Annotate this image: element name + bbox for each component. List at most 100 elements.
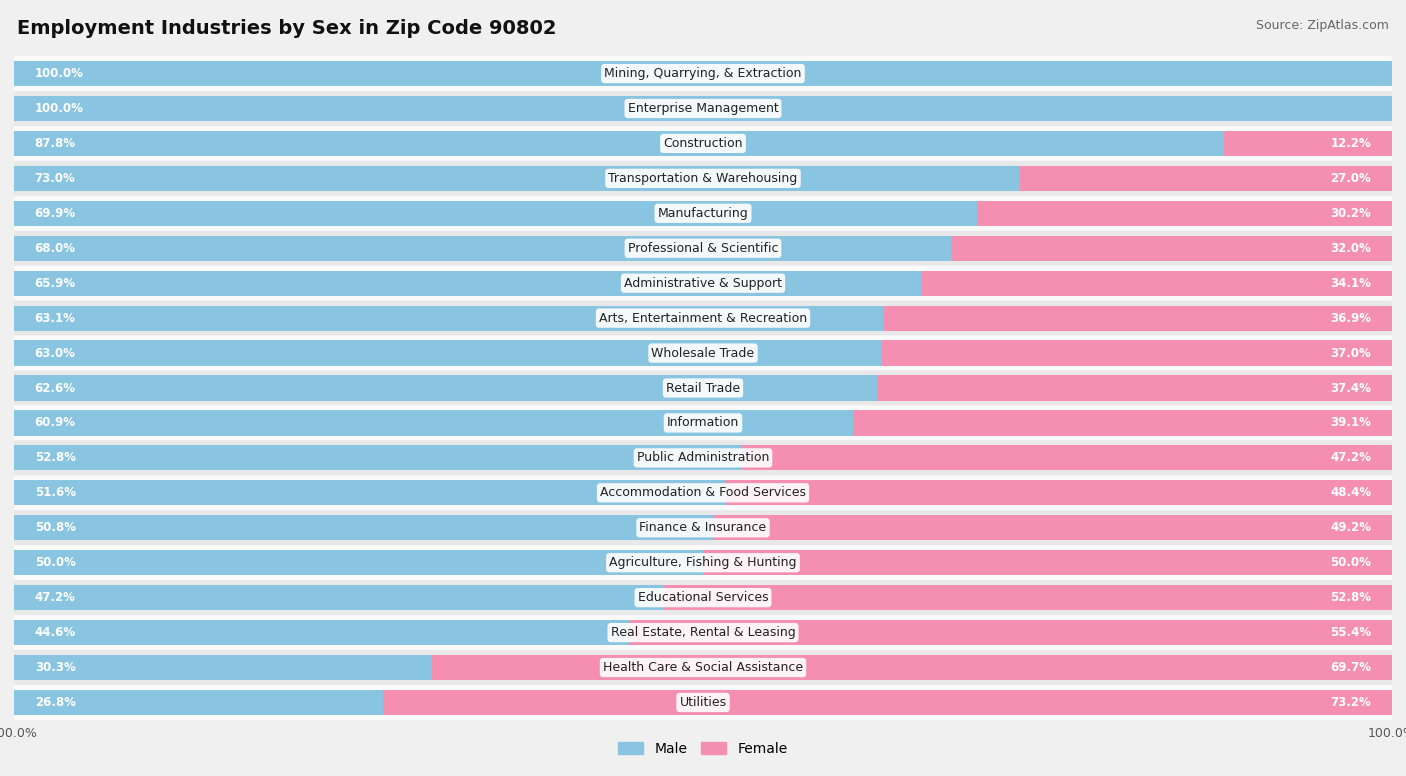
FancyBboxPatch shape bbox=[14, 615, 1392, 650]
FancyBboxPatch shape bbox=[14, 685, 1392, 720]
Bar bbox=[977, 201, 1393, 226]
Text: Administrative & Support: Administrative & Support bbox=[624, 277, 782, 289]
Text: 50.8%: 50.8% bbox=[35, 521, 76, 534]
Text: Public Administration: Public Administration bbox=[637, 452, 769, 464]
Bar bbox=[883, 306, 1392, 331]
Text: 26.8%: 26.8% bbox=[35, 696, 76, 709]
Bar bbox=[432, 655, 1392, 680]
FancyBboxPatch shape bbox=[14, 335, 1392, 370]
FancyBboxPatch shape bbox=[14, 441, 1392, 476]
Bar bbox=[14, 550, 703, 575]
Text: 12.2%: 12.2% bbox=[1330, 137, 1371, 150]
Bar bbox=[384, 690, 1392, 715]
Bar bbox=[14, 236, 950, 261]
Text: Arts, Entertainment & Recreation: Arts, Entertainment & Recreation bbox=[599, 312, 807, 324]
Text: 50.0%: 50.0% bbox=[35, 556, 76, 570]
Text: 32.0%: 32.0% bbox=[1330, 242, 1371, 255]
Bar bbox=[14, 61, 1392, 86]
FancyBboxPatch shape bbox=[14, 300, 1392, 335]
FancyBboxPatch shape bbox=[14, 580, 1392, 615]
Bar bbox=[14, 376, 876, 400]
Text: 47.2%: 47.2% bbox=[35, 591, 76, 605]
Text: Educational Services: Educational Services bbox=[638, 591, 768, 605]
Text: 44.6%: 44.6% bbox=[35, 626, 76, 639]
Bar bbox=[14, 411, 853, 435]
Text: 69.7%: 69.7% bbox=[1330, 661, 1371, 674]
Bar bbox=[14, 271, 922, 296]
Bar bbox=[876, 376, 1392, 400]
FancyBboxPatch shape bbox=[14, 230, 1392, 265]
Text: 69.9%: 69.9% bbox=[35, 206, 76, 220]
Bar bbox=[14, 515, 714, 540]
Text: Construction: Construction bbox=[664, 137, 742, 150]
Bar bbox=[14, 445, 741, 470]
Text: 52.8%: 52.8% bbox=[35, 452, 76, 464]
Text: Enterprise Management: Enterprise Management bbox=[627, 102, 779, 115]
Text: 87.8%: 87.8% bbox=[35, 137, 76, 150]
Bar bbox=[14, 480, 725, 505]
FancyBboxPatch shape bbox=[14, 511, 1392, 546]
Bar bbox=[14, 201, 977, 226]
Text: 55.4%: 55.4% bbox=[1330, 626, 1371, 639]
Text: 49.2%: 49.2% bbox=[1330, 521, 1371, 534]
Text: Mining, Quarrying, & Extraction: Mining, Quarrying, & Extraction bbox=[605, 67, 801, 80]
Text: 48.4%: 48.4% bbox=[1330, 487, 1371, 499]
Text: 63.0%: 63.0% bbox=[35, 347, 76, 359]
FancyBboxPatch shape bbox=[14, 196, 1392, 230]
Text: 73.0%: 73.0% bbox=[35, 171, 76, 185]
FancyBboxPatch shape bbox=[14, 476, 1392, 511]
FancyBboxPatch shape bbox=[14, 370, 1392, 406]
Text: 34.1%: 34.1% bbox=[1330, 277, 1371, 289]
Text: Retail Trade: Retail Trade bbox=[666, 382, 740, 394]
Bar bbox=[14, 620, 628, 645]
FancyBboxPatch shape bbox=[14, 56, 1392, 91]
Text: Real Estate, Rental & Leasing: Real Estate, Rental & Leasing bbox=[610, 626, 796, 639]
Bar bbox=[14, 166, 1019, 191]
Text: 65.9%: 65.9% bbox=[35, 277, 76, 289]
Text: Information: Information bbox=[666, 417, 740, 429]
Text: 73.2%: 73.2% bbox=[1330, 696, 1371, 709]
Bar bbox=[703, 550, 1392, 575]
Bar bbox=[14, 131, 1223, 156]
Text: Wholesale Trade: Wholesale Trade bbox=[651, 347, 755, 359]
FancyBboxPatch shape bbox=[14, 91, 1392, 126]
Text: Finance & Insurance: Finance & Insurance bbox=[640, 521, 766, 534]
Text: 36.9%: 36.9% bbox=[1330, 312, 1371, 324]
FancyBboxPatch shape bbox=[14, 126, 1392, 161]
Bar bbox=[665, 585, 1392, 610]
Text: 27.0%: 27.0% bbox=[1330, 171, 1371, 185]
Text: 30.2%: 30.2% bbox=[1330, 206, 1371, 220]
Text: 62.6%: 62.6% bbox=[35, 382, 76, 394]
Bar bbox=[882, 341, 1392, 365]
FancyBboxPatch shape bbox=[14, 161, 1392, 196]
Text: 60.9%: 60.9% bbox=[35, 417, 76, 429]
Bar bbox=[714, 515, 1392, 540]
Bar bbox=[14, 655, 432, 680]
Text: 37.0%: 37.0% bbox=[1330, 347, 1371, 359]
Text: 52.8%: 52.8% bbox=[1330, 591, 1371, 605]
Legend: Male, Female: Male, Female bbox=[613, 736, 793, 761]
Text: Professional & Scientific: Professional & Scientific bbox=[627, 242, 779, 255]
Bar bbox=[14, 96, 1392, 121]
Text: 37.4%: 37.4% bbox=[1330, 382, 1371, 394]
Bar bbox=[1223, 131, 1392, 156]
Text: 68.0%: 68.0% bbox=[35, 242, 76, 255]
Text: 30.3%: 30.3% bbox=[35, 661, 76, 674]
Bar bbox=[14, 690, 384, 715]
FancyBboxPatch shape bbox=[14, 406, 1392, 441]
Bar bbox=[950, 236, 1392, 261]
Text: Employment Industries by Sex in Zip Code 90802: Employment Industries by Sex in Zip Code… bbox=[17, 19, 557, 38]
FancyBboxPatch shape bbox=[14, 265, 1392, 300]
Bar bbox=[725, 480, 1392, 505]
Text: Source: ZipAtlas.com: Source: ZipAtlas.com bbox=[1256, 19, 1389, 33]
Text: 100.0%: 100.0% bbox=[35, 102, 83, 115]
Bar bbox=[14, 306, 883, 331]
Bar bbox=[922, 271, 1392, 296]
Text: 39.1%: 39.1% bbox=[1330, 417, 1371, 429]
Bar bbox=[1019, 166, 1392, 191]
Text: 50.0%: 50.0% bbox=[1330, 556, 1371, 570]
Text: 51.6%: 51.6% bbox=[35, 487, 76, 499]
Text: Accommodation & Food Services: Accommodation & Food Services bbox=[600, 487, 806, 499]
Text: 47.2%: 47.2% bbox=[1330, 452, 1371, 464]
Text: Agriculture, Fishing & Hunting: Agriculture, Fishing & Hunting bbox=[609, 556, 797, 570]
